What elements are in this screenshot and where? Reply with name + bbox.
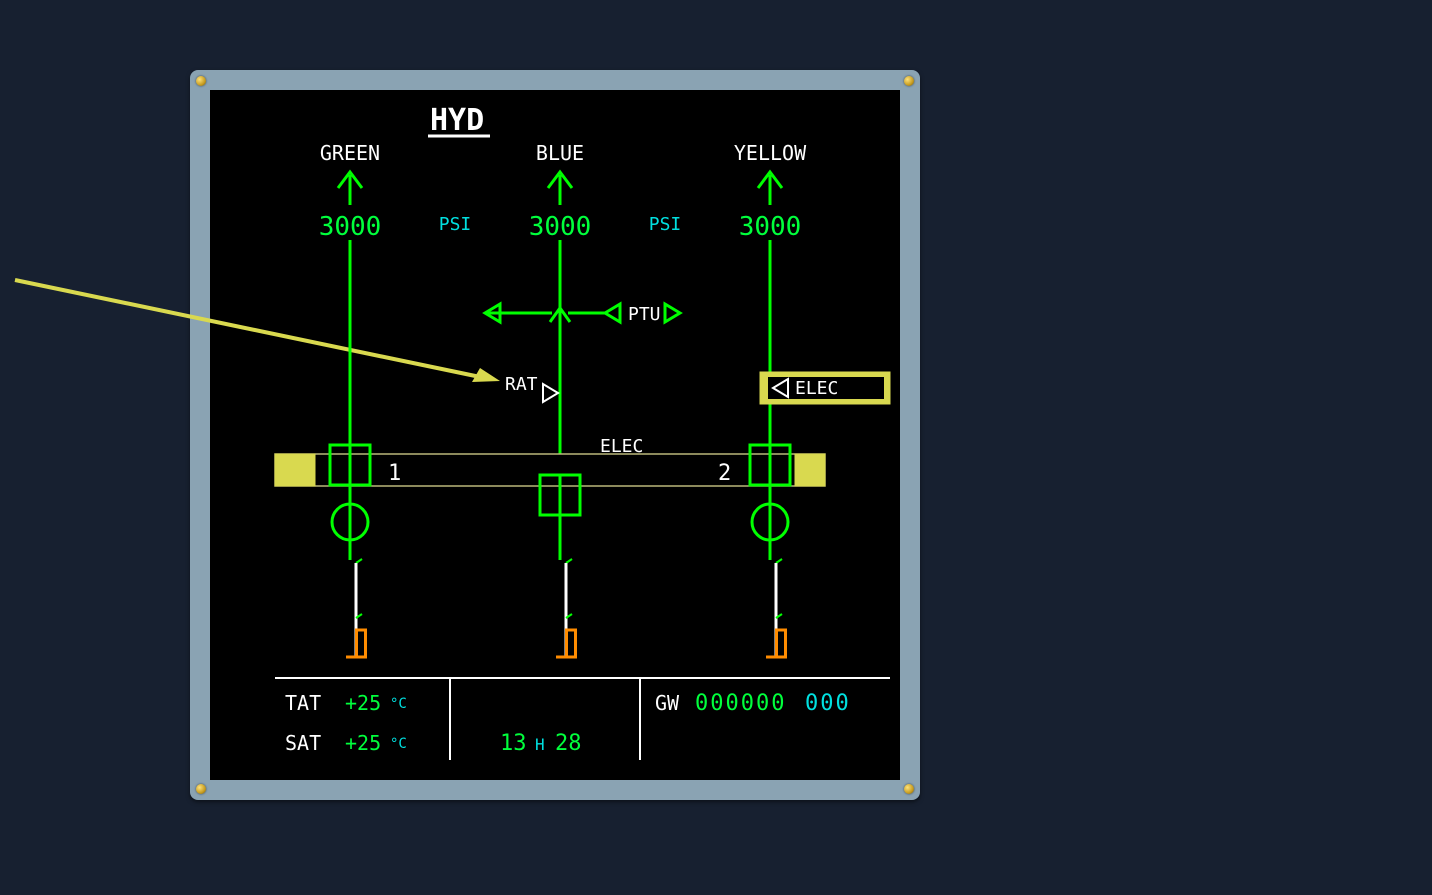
gw-sub: 000: [805, 691, 851, 716]
annotation-arrow-icon: [15, 280, 500, 382]
hyd-diagram: HYD GREEN BLUE YELLOW 3000 3000 3000: [210, 90, 900, 780]
yellow-reservoir: [766, 559, 786, 657]
clock-sep: H: [535, 735, 545, 754]
clock-minutes: 28: [555, 731, 582, 756]
psi-left: PSI: [439, 214, 472, 235]
rat-section: RAT: [505, 374, 558, 402]
yellow-label: YELLOW: [734, 141, 807, 165]
blue-label: BLUE: [536, 141, 584, 165]
sat-unit: °C: [390, 736, 407, 752]
green-reservoir: [346, 559, 366, 657]
blue-reservoir: [556, 559, 576, 657]
ptu-label: PTU: [628, 304, 661, 325]
gw-value: 000000: [695, 691, 786, 716]
blue-arrow-icon: [548, 172, 572, 205]
sat-value: +25: [345, 731, 381, 755]
pump-row-highlight: [275, 454, 825, 486]
ptu-section: PTU: [485, 304, 680, 325]
page-title: HYD: [430, 103, 484, 138]
elec-yellow-highlight: ELEC: [760, 372, 890, 404]
sat-label: SAT: [285, 731, 321, 755]
tat-label: TAT: [285, 691, 321, 715]
screw-bl-icon: [196, 784, 206, 794]
screw-tl-icon: [196, 76, 206, 86]
yellow-arrow-icon: [758, 172, 782, 205]
screw-tr-icon: [904, 76, 914, 86]
ecam-frame: HYD GREEN BLUE YELLOW 3000 3000 3000: [190, 70, 920, 800]
tat-value: +25: [345, 691, 381, 715]
ecam-screen: HYD GREEN BLUE YELLOW 3000 3000 3000: [210, 90, 900, 780]
blue-pressure: 3000: [529, 212, 592, 242]
screw-br-icon: [904, 784, 914, 794]
green-label: GREEN: [320, 141, 380, 165]
tat-unit: °C: [390, 696, 407, 712]
green-pressure: 3000: [319, 212, 382, 242]
rat-label: RAT: [505, 374, 538, 395]
clock-hours: 13: [500, 731, 527, 756]
green-arrow-icon: [338, 172, 362, 205]
psi-right: PSI: [649, 214, 682, 235]
gw-label: GW: [655, 691, 680, 715]
yellow-pressure: 3000: [739, 212, 802, 242]
